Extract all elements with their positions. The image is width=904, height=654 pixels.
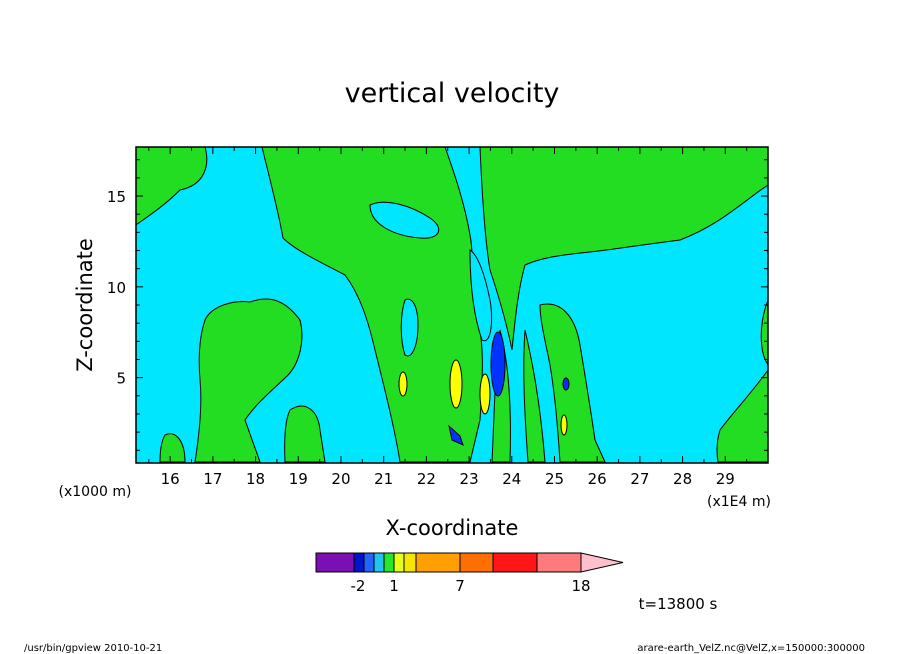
- footer-right: arare-earth_VelZ.nc@VelZ,x=150000:300000: [637, 643, 865, 654]
- y-tick-label: 10: [107, 279, 126, 297]
- green-region-upper-right: [479, 147, 768, 351]
- x-tick-label: 23: [460, 470, 479, 488]
- cyan-hole-upper: [369, 201, 440, 239]
- footer-left: /usr/bin/gpview 2010-10-21: [24, 643, 162, 654]
- colorbar-label: -2: [351, 577, 366, 595]
- blue-cell-right: [562, 377, 570, 391]
- x-tick-label: 18: [246, 470, 265, 488]
- colorbar-label: 18: [571, 577, 590, 595]
- yellow-cell-a: [449, 359, 463, 409]
- chart-title: vertical velocity: [345, 78, 560, 109]
- colorbar-swatch: [492, 552, 538, 573]
- y-unit-label: (x1000 m): [59, 484, 132, 500]
- negative-holes: [369, 201, 493, 357]
- green-region-bottom-right: [716, 369, 768, 463]
- yellow-cell-c: [398, 371, 408, 397]
- y-axis-label: Z-coordinate: [73, 238, 97, 372]
- x-tick-labels: 16 17 18 19 20 21 22 23 24 25 26 27 28 29: [161, 470, 735, 488]
- time-label: t=13800 s: [639, 595, 718, 613]
- x-tick-label: 24: [502, 470, 521, 488]
- plot-area: [136, 147, 768, 463]
- colorbar-swatch: [373, 552, 385, 573]
- extreme-cells: [398, 331, 570, 446]
- x-tick-label: 19: [289, 470, 308, 488]
- colorbar-swatch: [315, 552, 355, 573]
- x-tick-label: 29: [716, 470, 735, 488]
- x-tick-label: 26: [588, 470, 607, 488]
- x-tick-label: 28: [673, 470, 692, 488]
- colorbar-swatch: [459, 552, 494, 573]
- x-tick-label: 21: [374, 470, 393, 488]
- x-tick-label: 17: [203, 470, 222, 488]
- axis-ticks: [136, 147, 769, 463]
- x-unit-label: (x1E4 m): [707, 494, 771, 510]
- colorbar-swatch: [353, 552, 365, 573]
- y-tick-label: 5: [116, 370, 126, 388]
- x-tick-label: 16: [161, 470, 180, 488]
- colorbar-swatch: [383, 552, 395, 573]
- colorbar-swatch: [536, 552, 582, 573]
- colorbar-swatch: [403, 552, 417, 573]
- cyan-hole-lower-left: [400, 298, 419, 357]
- x-tick-label: 27: [630, 470, 649, 488]
- blue-cell-bottom: [448, 424, 464, 446]
- colorbar: -2 1 7 18: [315, 552, 624, 595]
- yellow-cell-b: [479, 373, 491, 415]
- x-tick-label: 22: [417, 470, 436, 488]
- colorbar-extend-arrow: [580, 552, 624, 573]
- colorbar-label: 1: [389, 577, 399, 595]
- colorbar-swatch: [363, 552, 375, 573]
- cyan-hole-lower-mid: [469, 249, 493, 342]
- green-region-top-left: [136, 147, 208, 226]
- green-region-mid-left: [284, 405, 326, 463]
- blue-cell-large: [490, 331, 506, 397]
- colorbar-swatch: [393, 552, 405, 573]
- y-tick-label: 15: [107, 188, 126, 206]
- x-axis-label: X-coordinate: [386, 516, 519, 540]
- y-tick-labels: 5 10 15: [107, 188, 126, 388]
- colorbar-swatch: [415, 552, 461, 573]
- green-region-streaks: [491, 303, 606, 463]
- yellow-cell-d: [560, 414, 568, 436]
- x-tick-label: 20: [331, 470, 350, 488]
- green-region-left-block: [194, 298, 303, 463]
- colorbar-label: 7: [455, 577, 465, 595]
- x-tick-label: 25: [545, 470, 564, 488]
- green-region-bottom-left: [159, 433, 186, 463]
